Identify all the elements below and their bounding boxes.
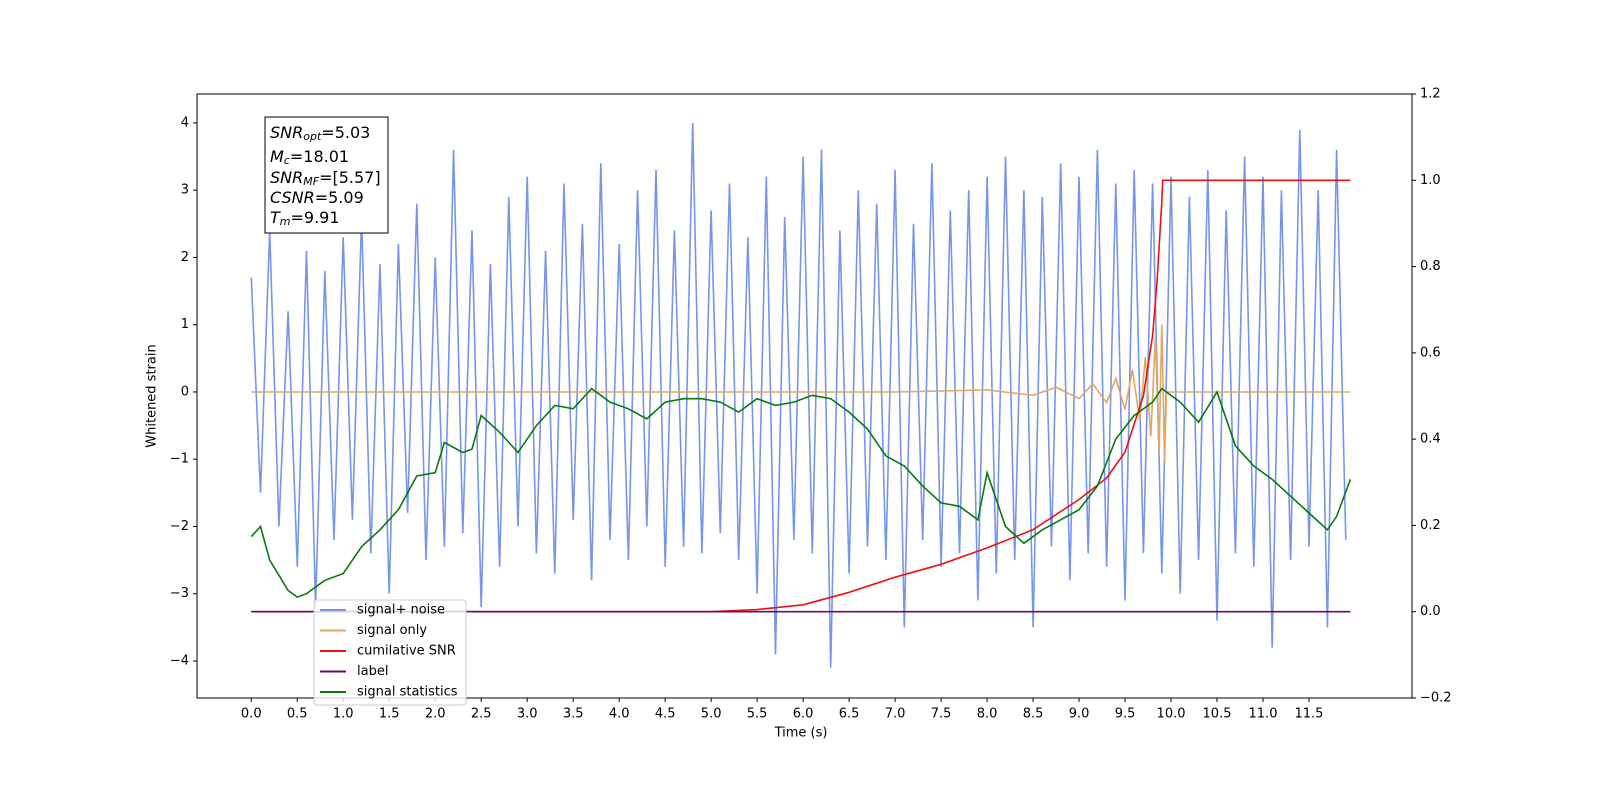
annotation-subscript: MF [303,175,319,188]
y-tick-label: 1 [181,317,189,332]
x-tick-label: 9.0 [1069,707,1090,722]
y2-tick-label: 0.2 [1420,518,1441,533]
x-tick-label: 9.5 [1115,707,1136,722]
annotation-line: Mc=18.01 [270,147,349,168]
y-tick-label: −4 [170,654,189,669]
y-tick-label: 3 [181,183,189,198]
y2-tick-label: 0.4 [1420,432,1441,447]
annotation-value: =[5.57] [319,168,381,187]
annotation-subscript: opt [303,130,322,143]
x-tick-label: 1.5 [379,707,400,722]
x-tick-label: 1.0 [333,707,354,722]
annotation-symbol: SNR [270,123,303,142]
x-tick-label: 3.0 [517,707,538,722]
y2-tick-label: 1.2 [1420,87,1441,102]
series-line [251,324,1351,463]
annotation-subscript: c [284,154,290,167]
annotation-subscript: m [280,215,291,228]
x-tick-label: 8.0 [977,707,998,722]
annotation-line: SNRMF=[5.57] [270,168,381,189]
legend-label: signal only [357,623,427,638]
legend-label: signal statistics [357,685,458,700]
x-tick-label: 3.5 [563,707,584,722]
x-tick-label: 11.5 [1295,707,1324,722]
x-tick-label: 4.0 [609,707,630,722]
annotation-value: =9.91 [291,208,340,227]
x-tick-label: 7.5 [931,707,952,722]
series-line [250,122,1347,668]
legend-label: signal+ noise [357,603,445,618]
plot-frame [196,93,1413,699]
y2-tick-label: 0.6 [1420,345,1441,360]
x-tick-label: 4.5 [655,707,676,722]
y-tick-label: −1 [170,452,189,467]
annotation-symbol: SNR [270,168,303,187]
x-tick-label: 0.0 [241,707,262,722]
y-axis-label: Whitened strain [145,344,160,447]
annotation-symbol: M [270,147,284,166]
annotation-line: CSNR=5.09 [270,188,364,207]
x-tick-label: 0.5 [287,707,308,722]
x-tick-label: 8.5 [1023,707,1044,722]
y-tick-label: 2 [181,250,189,265]
annotation-line: Tm=9.91 [270,208,340,229]
annotation-value: =18.01 [290,147,349,166]
y-tick-label: 0 [181,384,189,399]
x-tick-label: 11.0 [1249,707,1278,722]
legend-label: cumilative SNR [357,644,456,659]
x-tick-label: 10.0 [1157,707,1186,722]
x-tick-label: 5.5 [747,707,768,722]
series-line [251,179,1351,613]
x-tick-label: 2.0 [425,707,446,722]
x-tick-label: 6.5 [839,707,860,722]
y2-tick-label: −0.2 [1420,691,1452,706]
x-axis-label: Time (s) [774,726,828,741]
annotation-symbol: CSNR [270,188,315,207]
legend-box [313,599,467,706]
y2-tick-label: 0.0 [1420,604,1441,619]
annotation-line: SNRopt=5.03 [270,123,370,144]
annotation-symbol: T [270,208,281,227]
x-tick-label: 10.5 [1203,707,1232,722]
annotation-box [264,116,389,234]
y-tick-label: 4 [181,115,189,130]
y-tick-label: −3 [170,586,189,601]
x-tick-label: 2.5 [471,707,492,722]
y2-tick-label: 1.0 [1420,173,1441,188]
x-tick-label: 6.0 [793,707,814,722]
legend-label: label [357,664,388,679]
y2-tick-label: 0.8 [1420,259,1441,274]
y-tick-label: −2 [170,519,189,534]
annotation-value: =5.03 [321,123,370,142]
x-tick-label: 7.0 [885,707,906,722]
annotation-value: =5.09 [315,188,364,207]
x-tick-label: 5.0 [701,707,722,722]
series-line [250,387,1352,598]
